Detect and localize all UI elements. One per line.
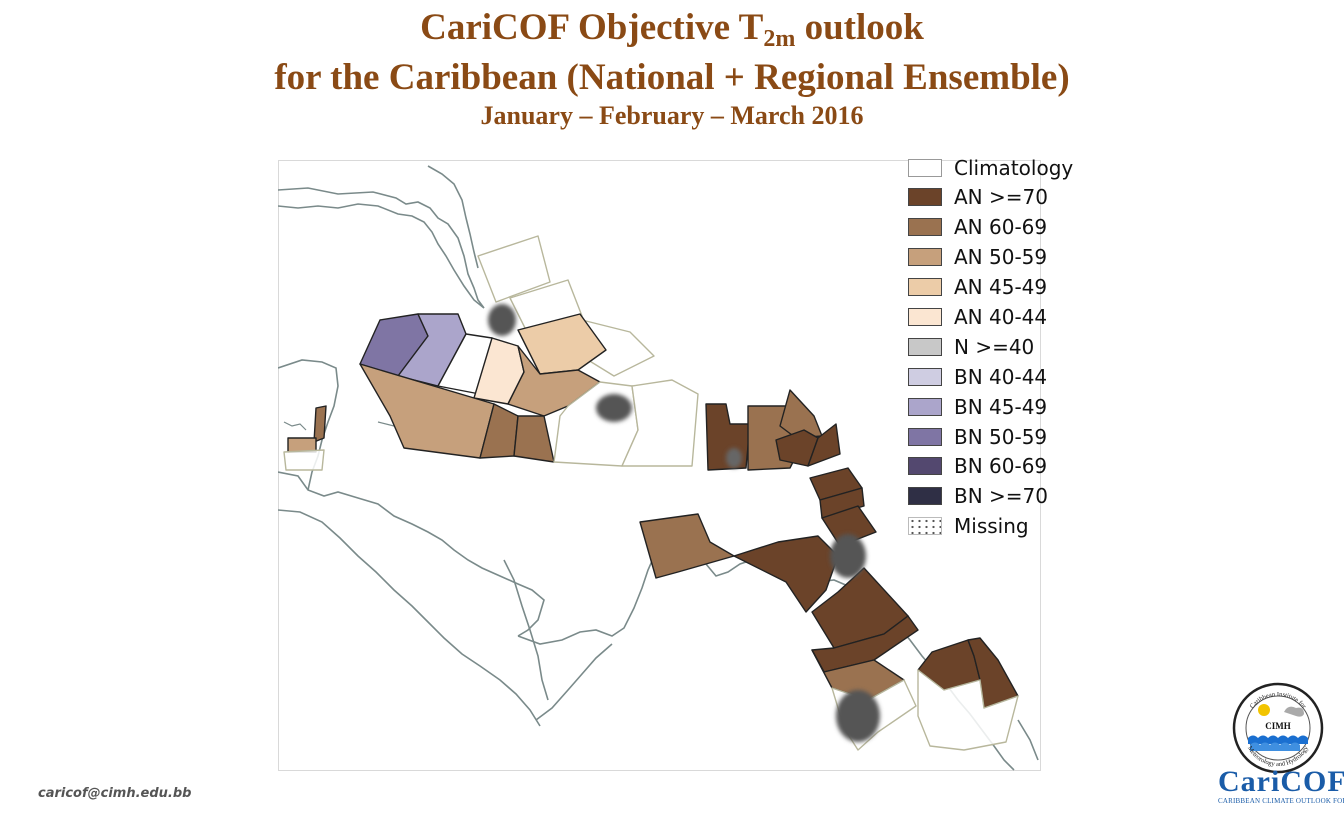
legend-label: AN 60-69 [954,215,1048,239]
legend-label: AN 45-49 [954,275,1048,299]
legend-label: Missing [954,514,1029,538]
cimh-logo: CIMH Caribbean Institute for Meteorology… [1232,682,1324,774]
region-bahamas-north [477,235,551,303]
legend-swatch [908,368,942,386]
title-subscript: 2m [763,26,796,52]
legend-item: Climatology [906,156,1146,180]
legend-swatch [908,278,942,296]
legend-item: BN >=70 [906,484,1146,508]
legend-swatch [908,188,942,206]
legend-label: AN >=70 [954,185,1048,209]
normal-spots [488,304,880,742]
title-end: outlook [795,7,924,48]
legend-label: Climatology [954,156,1074,180]
cloud-icon [1284,706,1304,717]
forecast-period: January – February – March 2016 [480,101,864,130]
region-grenada [821,505,877,547]
legend-item: BN 45-49 [906,395,1146,419]
legend-swatch [908,398,942,416]
legend-swatch [908,218,942,236]
region-suriname-south [917,669,1019,751]
legend-swatch [908,457,942,475]
legend-swatch [908,248,942,266]
legend-swatch [908,338,942,356]
page-title: CariCOF Objective T2m outlook [0,6,1344,52]
legend-item: BN 60-69 [906,454,1146,478]
legend-item: AN >=70 [906,185,1146,209]
region-belize-sea [283,449,325,471]
contact-email[interactable]: caricof@cimh.edu.bb [38,786,192,801]
caricof-logo-tagline: CARIBBEAN CLIMATE OUTLOOK FORUM [1218,797,1344,805]
waves-icon [1248,735,1308,751]
page-subtitle: for the Caribbean (National + Regional E… [274,57,1070,98]
legend-label: AN 40-44 [954,305,1048,329]
legend-item: Missing [906,514,1146,538]
cimh-text: CIMH [1265,721,1291,731]
legend-swatch [908,159,942,177]
region-st-lucia [807,423,841,467]
caricof-logo: CariCOF CARIBBEAN CLIMATE OUTLOOK FORUM [1218,765,1344,806]
region-polygons [283,235,1019,751]
sun-icon [1258,704,1270,716]
legend-label: BN 60-69 [954,454,1048,478]
region-belize-north [313,405,327,443]
legend-item: N >=40 [906,335,1146,359]
legend-label: BN 45-49 [954,395,1048,419]
title-main: CariCOF Objective T [420,7,764,48]
region-barbados [819,487,865,519]
legend-swatch [908,487,942,505]
region-belize-south [287,437,317,453]
legend-label: AN 50-59 [954,245,1048,269]
legend-label: BN 40-44 [954,365,1048,389]
legend-label: N >=40 [954,335,1035,359]
region-bahamas-south [517,313,607,375]
legend-label: BN 50-59 [954,425,1048,449]
region-puerto-rico [621,379,699,467]
legend-item: BN 50-59 [906,425,1146,449]
legend-item: AN 45-49 [906,275,1146,299]
region-trinidad-tobago [733,535,839,613]
legend-item: AN 40-44 [906,305,1146,329]
legend-swatch [908,517,942,535]
legend-item: AN 60-69 [906,215,1146,239]
legend-item: BN 40-44 [906,365,1146,389]
legend-swatch [908,308,942,326]
legend-swatch [908,428,942,446]
legend-label: BN >=70 [954,484,1049,508]
legend-item: AN 50-59 [906,245,1146,269]
caricof-logo-name: CariCOF [1218,765,1344,798]
